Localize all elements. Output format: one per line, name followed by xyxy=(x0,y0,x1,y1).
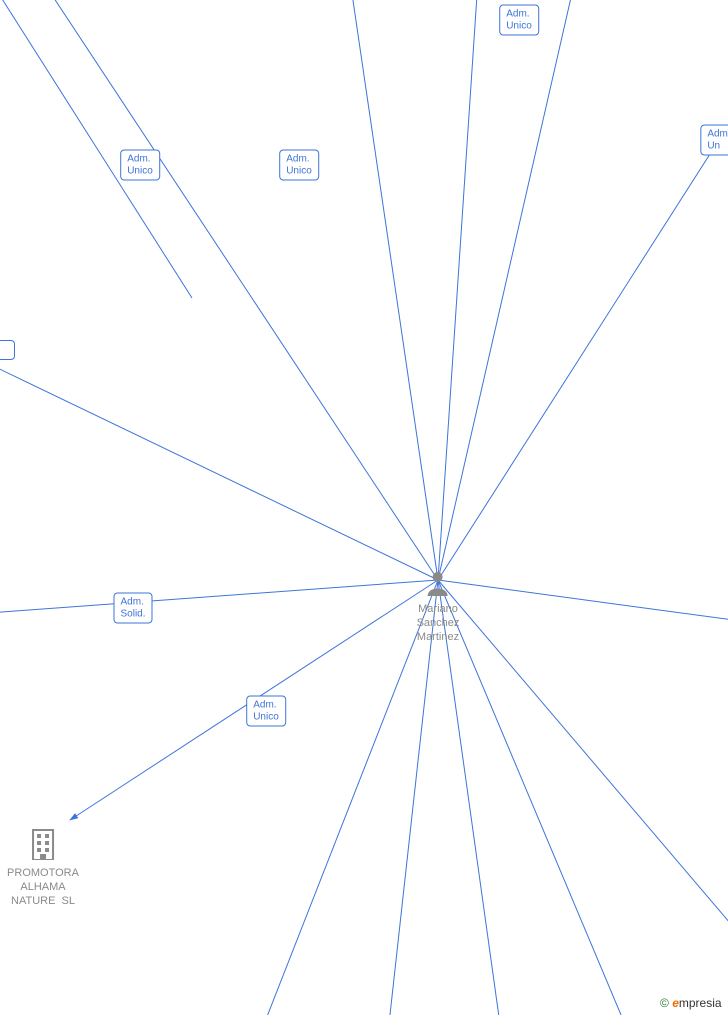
edge-line xyxy=(0,0,192,298)
edge-line xyxy=(438,580,728,970)
edge-line xyxy=(438,0,478,580)
edge-label: Adm. Solid. xyxy=(113,593,152,624)
copyright-brand-rest: mpresia xyxy=(679,996,722,1010)
edge-label: Adm. Unico xyxy=(246,696,286,727)
building-icon xyxy=(29,828,57,860)
copyright-symbol: © xyxy=(660,996,669,1010)
edge-label: Adm. Unico xyxy=(120,150,160,181)
edge-label xyxy=(0,340,15,360)
edge-line xyxy=(438,580,505,1015)
company-name: PROMOTORA ALHAMA NATURE SL xyxy=(7,867,79,908)
edge-line xyxy=(438,0,575,580)
edge-line xyxy=(438,580,728,625)
company-node[interactable]: PROMOTORA ALHAMA NATURE SL xyxy=(7,828,79,908)
edge-line xyxy=(0,350,438,580)
edge-line xyxy=(350,0,438,580)
person-node[interactable]: Mariano Sanchez Martinez xyxy=(417,570,460,644)
edge-line xyxy=(250,580,438,1015)
edge-line xyxy=(42,0,438,580)
edge-line xyxy=(0,580,438,615)
person-name: Mariano Sanchez Martinez xyxy=(417,603,460,644)
edge-line xyxy=(385,580,438,1015)
edge-line xyxy=(438,580,640,1015)
edge-line xyxy=(438,60,728,580)
edge-label: Adm. Un xyxy=(700,125,728,156)
copyright: © empresia xyxy=(660,996,722,1010)
copyright-brand-e: e xyxy=(672,996,679,1010)
network-canvas[interactable]: Adm. Unico Adm. Un Adm. Unico Adm. Unico Adm… xyxy=(0,0,728,1015)
edges-layer xyxy=(0,0,728,1015)
person-icon xyxy=(426,570,450,596)
edge-label: Adm. Unico xyxy=(279,150,319,181)
edge-label: Adm. Unico xyxy=(499,5,539,36)
